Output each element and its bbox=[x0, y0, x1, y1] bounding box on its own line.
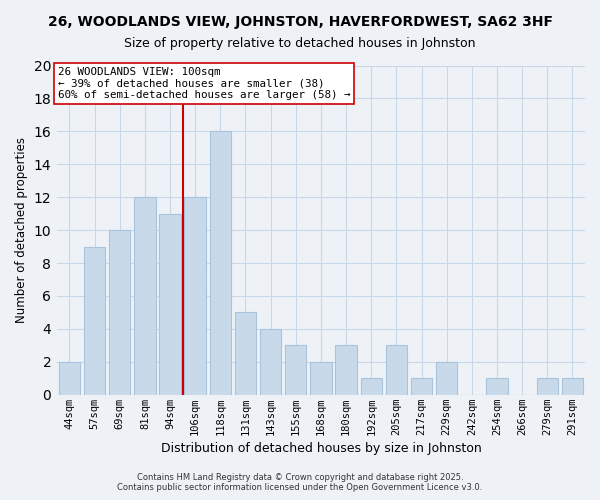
Bar bbox=[184, 197, 206, 395]
Bar bbox=[411, 378, 432, 395]
Bar bbox=[562, 378, 583, 395]
Bar bbox=[361, 378, 382, 395]
Bar bbox=[386, 346, 407, 395]
Bar bbox=[84, 246, 105, 395]
Text: Size of property relative to detached houses in Johnston: Size of property relative to detached ho… bbox=[124, 38, 476, 51]
Bar bbox=[109, 230, 130, 395]
Text: Contains HM Land Registry data © Crown copyright and database right 2025.
Contai: Contains HM Land Registry data © Crown c… bbox=[118, 473, 482, 492]
Bar bbox=[134, 197, 155, 395]
Bar bbox=[260, 329, 281, 395]
Bar bbox=[235, 312, 256, 395]
X-axis label: Distribution of detached houses by size in Johnston: Distribution of detached houses by size … bbox=[161, 442, 481, 455]
Bar bbox=[335, 346, 357, 395]
Bar bbox=[59, 362, 80, 395]
Y-axis label: Number of detached properties: Number of detached properties bbox=[15, 137, 28, 323]
Text: 26 WOODLANDS VIEW: 100sqm
← 39% of detached houses are smaller (38)
60% of semi-: 26 WOODLANDS VIEW: 100sqm ← 39% of detac… bbox=[58, 67, 350, 100]
Text: 26, WOODLANDS VIEW, JOHNSTON, HAVERFORDWEST, SA62 3HF: 26, WOODLANDS VIEW, JOHNSTON, HAVERFORDW… bbox=[47, 15, 553, 29]
Bar bbox=[436, 362, 457, 395]
Bar bbox=[285, 346, 307, 395]
Bar bbox=[536, 378, 558, 395]
Bar bbox=[310, 362, 332, 395]
Bar bbox=[160, 214, 181, 395]
Bar bbox=[486, 378, 508, 395]
Bar bbox=[209, 132, 231, 395]
